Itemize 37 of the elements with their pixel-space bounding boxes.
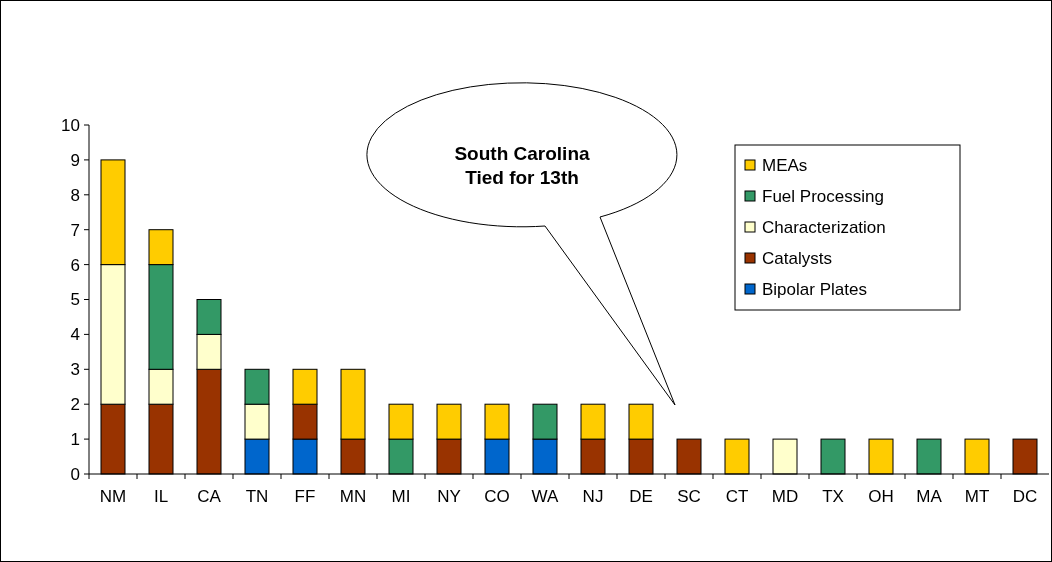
legend-label: Catalysts xyxy=(762,248,832,268)
x-tick-label: SC xyxy=(677,487,701,506)
annotation: South Carolina Tied for 13th xyxy=(454,143,590,188)
y-tick-label: 4 xyxy=(70,325,80,345)
x-tick-label: DE xyxy=(629,487,653,506)
x-tick-label: MD xyxy=(771,487,799,506)
legend-label: Fuel Processing xyxy=(762,186,884,206)
x-tick-label: FF xyxy=(294,487,316,506)
x-tick-label: WA xyxy=(531,487,560,506)
legend-label: MEAs xyxy=(762,155,808,175)
y-tick-label: 2 xyxy=(70,395,80,415)
x-tick-label: TX xyxy=(822,487,844,506)
legend-label: Characterization xyxy=(762,217,886,237)
x-tick-label: NJ xyxy=(582,487,604,506)
y-tick-label: 7 xyxy=(70,220,80,240)
y-tick-label: 10 xyxy=(61,115,80,135)
y-tick-label: 0 xyxy=(70,464,80,484)
y-tick-label: 6 xyxy=(70,255,80,275)
x-tick-label: CO xyxy=(484,487,510,506)
x-tick-label: TN xyxy=(245,487,269,506)
x-tick-label: NM xyxy=(99,487,127,506)
x-tick-label: MA xyxy=(916,487,943,506)
y-tick-label: 3 xyxy=(70,360,80,380)
x-tick-label: NY xyxy=(437,487,461,506)
legend-label: Bipolar Plates xyxy=(762,279,867,299)
x-tick-label: MN xyxy=(339,487,367,506)
y-tick-label: 5 xyxy=(70,290,80,310)
y-tick-label: 1 xyxy=(70,430,80,450)
x-tick-label: CT xyxy=(725,487,749,506)
x-tick-label: MT xyxy=(964,487,990,506)
y-tick-label: 9 xyxy=(70,150,80,170)
x-tick-label: MI xyxy=(391,487,411,506)
x-tick-label: CA xyxy=(197,487,222,506)
x-tick-label: IL xyxy=(153,487,169,506)
x-tick-label: DC xyxy=(1012,487,1038,506)
y-tick-label: 8 xyxy=(70,185,80,205)
x-tick-label: OH xyxy=(868,487,894,506)
